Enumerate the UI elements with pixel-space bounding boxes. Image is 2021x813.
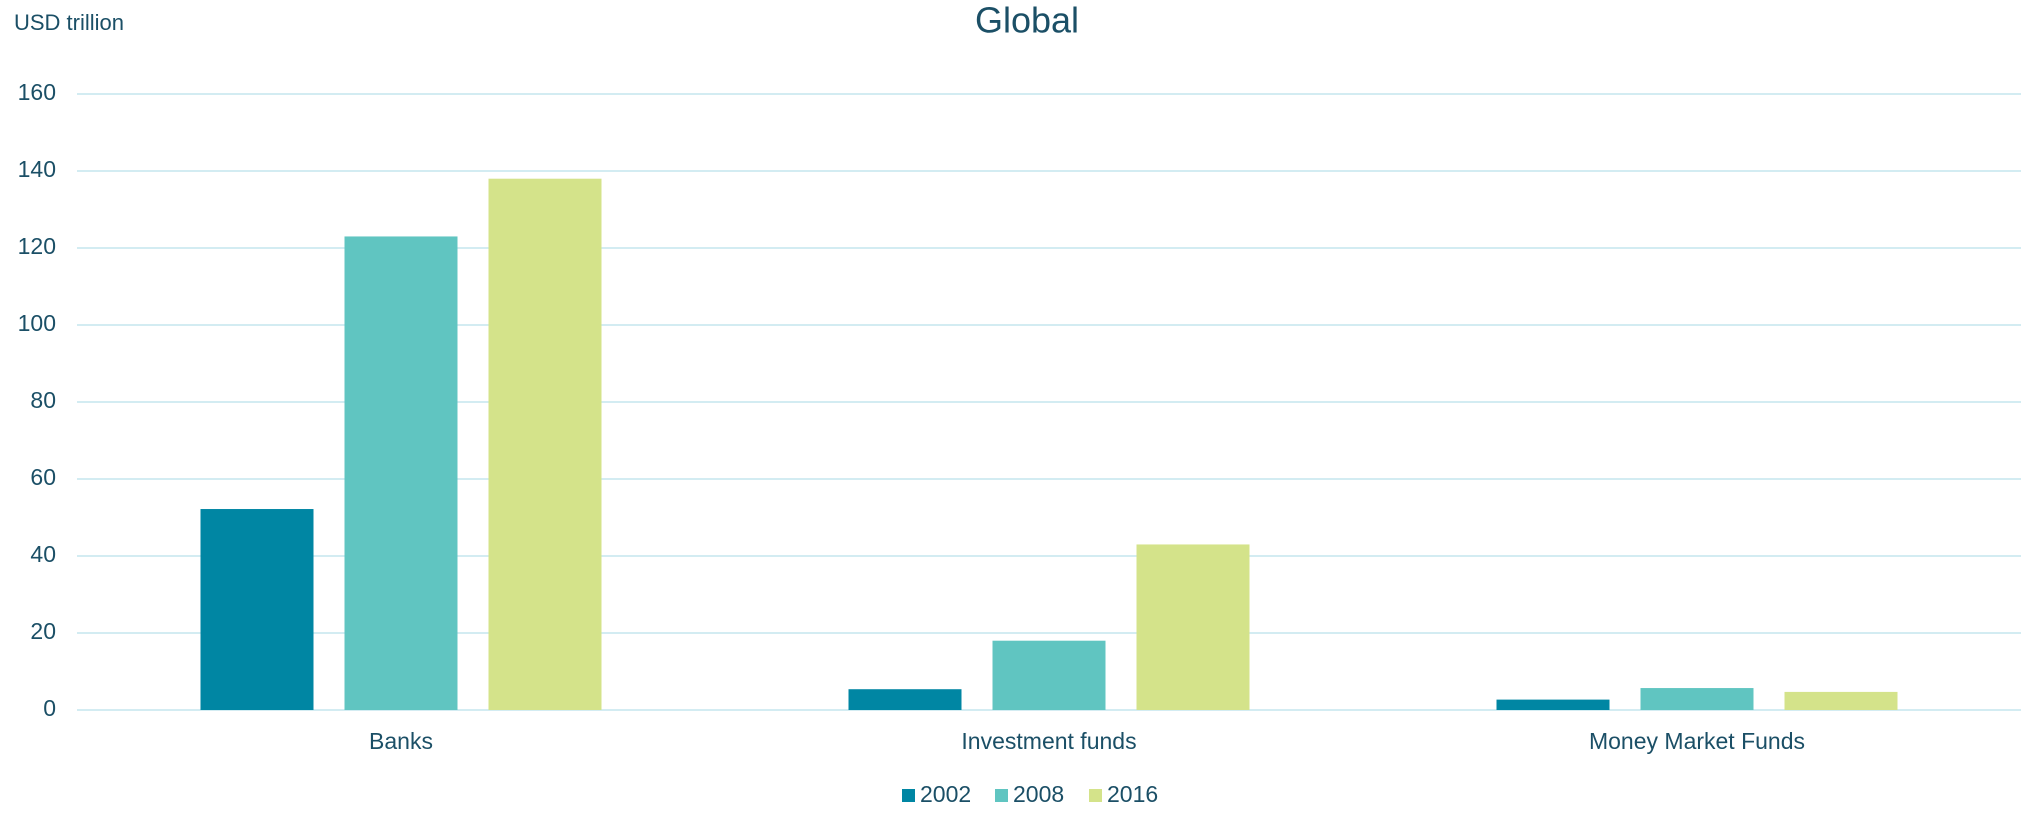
bar (488, 178, 602, 710)
y-tick-label: 60 (30, 464, 56, 490)
y-tick-label: 80 (30, 387, 56, 413)
bar (1136, 544, 1250, 710)
x-tick-label: Money Market Funds (1589, 728, 1805, 754)
legend-swatch (902, 789, 915, 802)
bar (1784, 691, 1898, 710)
y-tick-label: 160 (18, 79, 56, 105)
bar (992, 640, 1106, 710)
y-tick-label: 20 (30, 618, 56, 644)
x-tick-label: Investment funds (961, 728, 1136, 754)
legend-label: 2008 (1013, 781, 1064, 807)
bar (1640, 688, 1754, 710)
bar (344, 236, 458, 710)
legend-label: 2016 (1107, 781, 1158, 807)
bar (200, 509, 314, 710)
y-tick-label: 0 (43, 695, 56, 721)
legend-swatch (1089, 789, 1102, 802)
y-axis-label: USD trillion (14, 10, 124, 35)
y-tick-label: 40 (30, 541, 56, 567)
bar (848, 689, 962, 710)
legend-swatch (995, 789, 1008, 802)
y-tick-label: 120 (18, 233, 56, 259)
x-tick-label: Banks (369, 728, 433, 754)
legend-label: 2002 (920, 781, 971, 807)
chart-title: Global (975, 0, 1079, 41)
bar (1496, 699, 1610, 710)
y-tick-label: 140 (18, 156, 56, 182)
y-tick-label: 100 (18, 310, 56, 336)
